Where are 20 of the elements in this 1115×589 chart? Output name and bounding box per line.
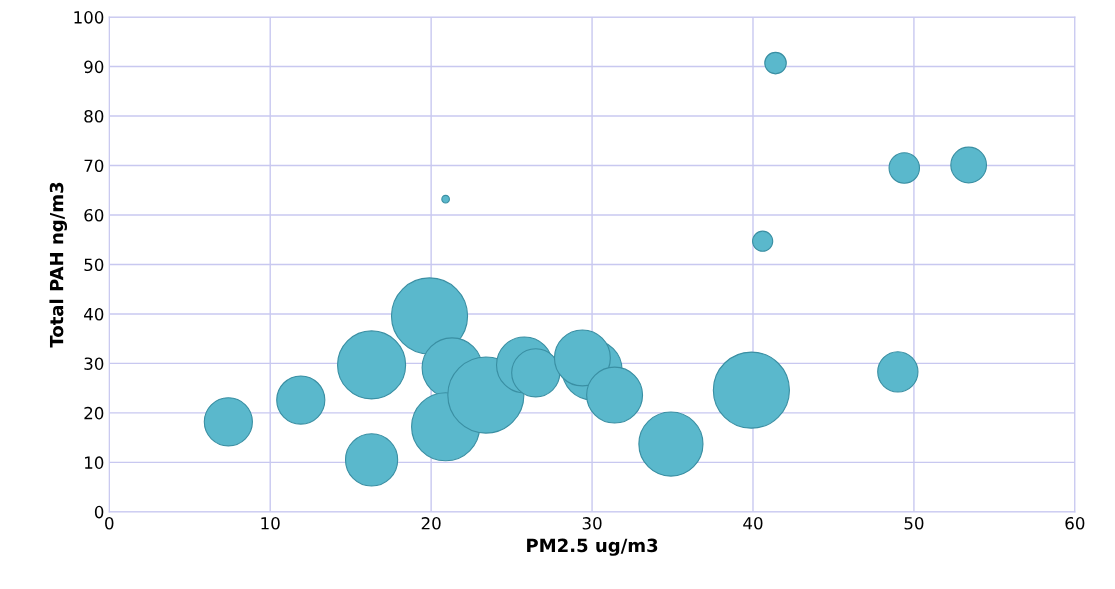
x-tick-label: 0 [105, 517, 114, 530]
x-tick-label: 30 [582, 517, 602, 530]
y-tick-label: 20 [84, 406, 104, 420]
y-tick-label: 90 [84, 60, 104, 74]
x-tick-label: 50 [904, 517, 924, 530]
y-tick-label: 50 [84, 258, 104, 272]
y-tick-label: 70 [84, 159, 104, 173]
y-tick-label: 10 [85, 456, 104, 469]
x-axis-title: PM2.5 ug/m3 [527, 538, 658, 556]
y-axis-title: Total PAH ng/m3 [49, 182, 68, 348]
x-tick-label: 60 [1065, 517, 1085, 530]
y-tick-label: 100 [74, 11, 104, 24]
y-tick-label: 60 [84, 208, 104, 222]
y-tick-label: 80 [84, 110, 104, 123]
y-tick-label: 30 [84, 357, 104, 370]
y-tick-label: 40 [84, 307, 104, 321]
y-tick-label: 0 [94, 505, 104, 519]
x-tick-label: 20 [421, 517, 441, 530]
x-tick-label: 10 [261, 517, 280, 530]
x-tick-label: 40 [743, 517, 763, 530]
